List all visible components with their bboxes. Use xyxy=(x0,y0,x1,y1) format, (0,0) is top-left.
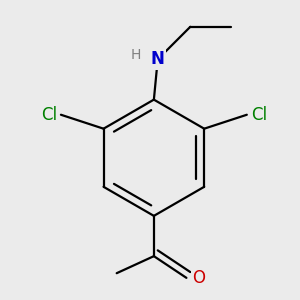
Text: Cl: Cl xyxy=(41,106,57,124)
Text: H: H xyxy=(131,48,141,62)
Text: N: N xyxy=(151,50,165,68)
Text: O: O xyxy=(193,269,206,287)
Text: Cl: Cl xyxy=(251,106,267,124)
